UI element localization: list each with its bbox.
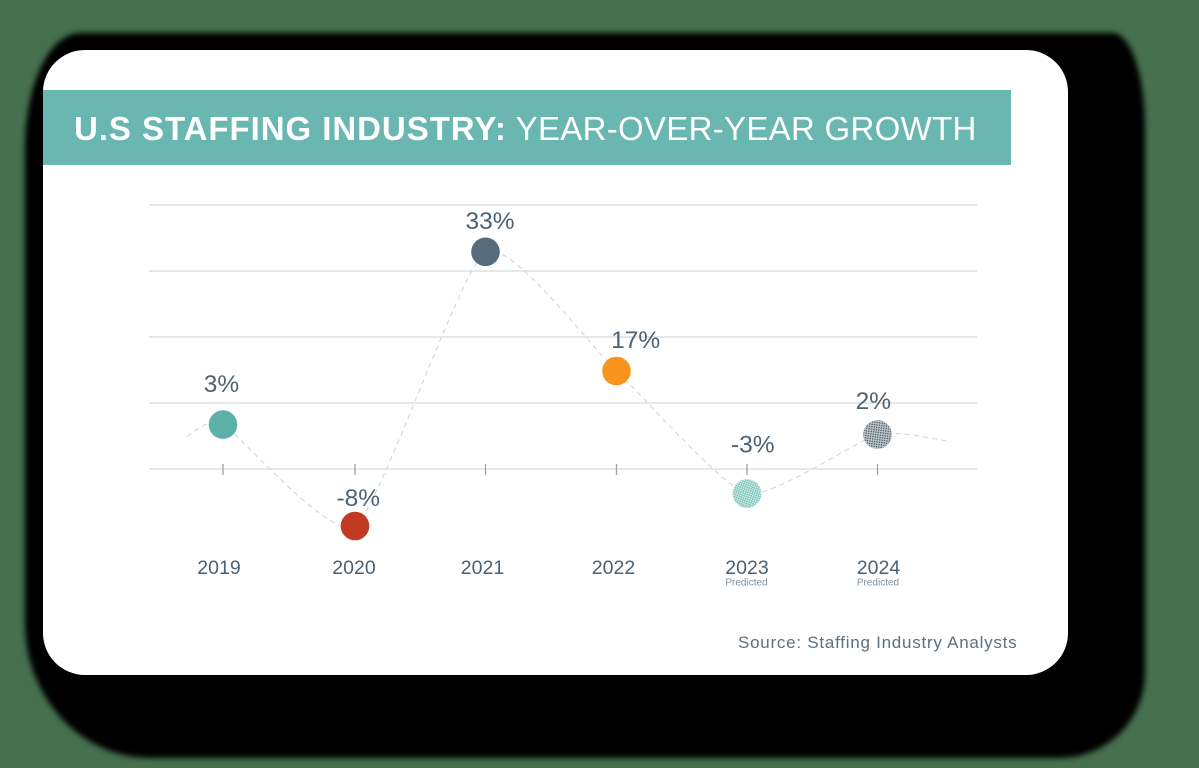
svg-text:17%: 17% xyxy=(611,327,660,354)
svg-text:Predicted: Predicted xyxy=(857,578,899,589)
svg-text:Predicted: Predicted xyxy=(725,578,767,589)
svg-text:2024: 2024 xyxy=(857,557,901,579)
svg-text:-8%: -8% xyxy=(337,485,381,512)
svg-text:2022: 2022 xyxy=(592,557,635,579)
svg-text:2019: 2019 xyxy=(197,557,240,579)
svg-text:-3%: -3% xyxy=(731,431,775,458)
svg-text:2020: 2020 xyxy=(332,557,376,579)
svg-text:33%: 33% xyxy=(465,208,514,235)
svg-text:2021: 2021 xyxy=(461,557,504,579)
svg-text:3%: 3% xyxy=(204,371,239,398)
svg-text:2023: 2023 xyxy=(725,557,768,579)
svg-text:2%: 2% xyxy=(856,388,891,415)
